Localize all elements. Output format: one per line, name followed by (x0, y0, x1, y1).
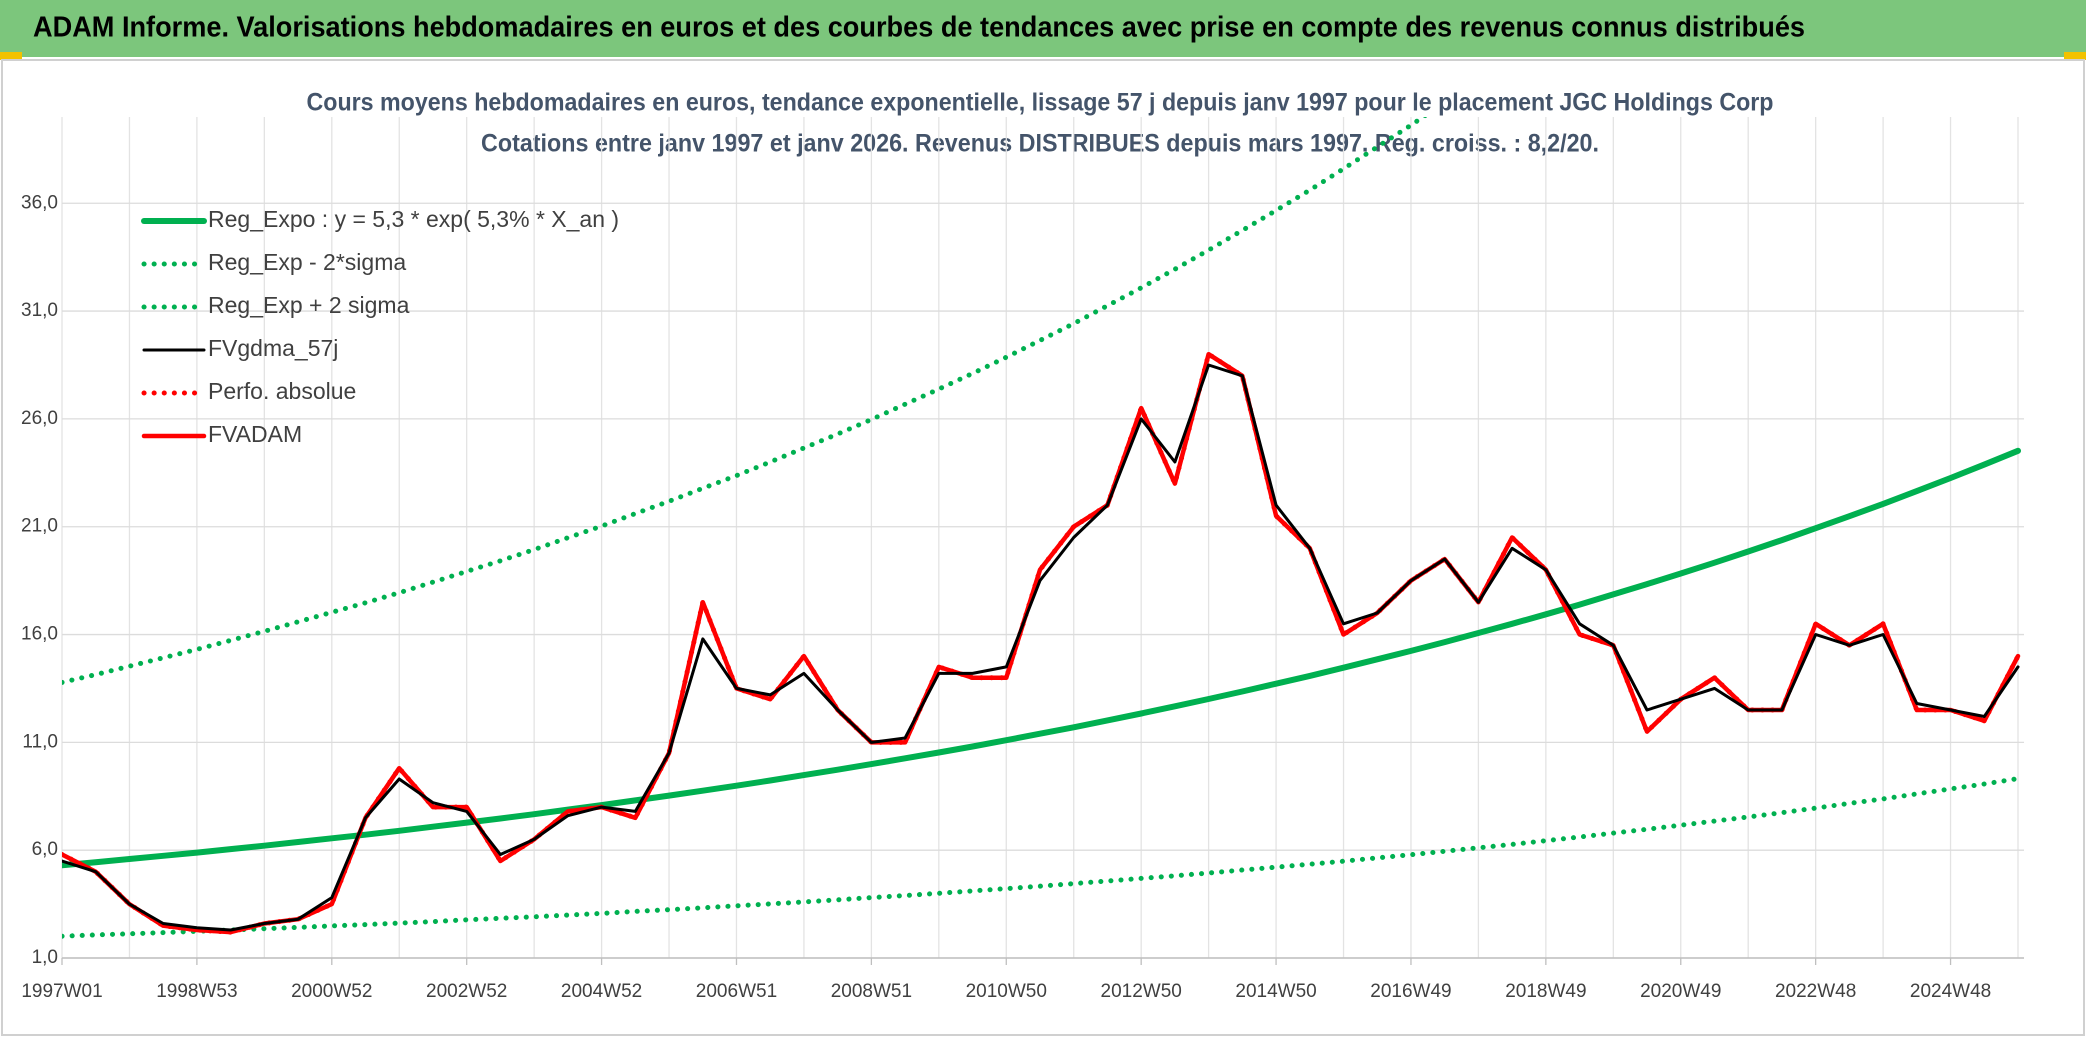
x-tick-label: 1997W01 (21, 981, 102, 1002)
y-tick-label: 1,0 (32, 947, 58, 968)
x-tick-label: 2014W50 (1235, 981, 1316, 1002)
series-line (62, 351, 2021, 935)
series-line (62, 776, 2021, 939)
series-line (62, 117, 1428, 685)
corner-mark (2064, 52, 2086, 60)
legend-label: FVADAM (208, 421, 302, 447)
x-tick-label: 2024W48 (1910, 981, 1991, 1002)
y-tick-label: 36,0 (21, 192, 58, 213)
x-tick-label: 2006W51 (696, 981, 777, 1002)
legend-label: Reg_Exp - 2*sigma (208, 249, 406, 275)
x-tick-label: 2004W52 (561, 981, 642, 1002)
x-tick-label: 2002W52 (426, 981, 507, 1002)
x-tick-label: 2020W49 (1640, 981, 1721, 1002)
series-line (62, 363, 2020, 932)
y-tick-label: 26,0 (21, 408, 58, 429)
legend-label: Perfo. absolue (208, 378, 356, 404)
y-tick-label: 16,0 (21, 624, 58, 645)
y-tick-label: 6,0 (32, 839, 58, 860)
header-bar (0, 0, 2086, 57)
series-line (62, 447, 2021, 869)
chart-title: Cours moyens hebdomadaires en euros, ten… (307, 89, 1774, 117)
x-tick-label: 2008W51 (831, 981, 912, 1002)
x-tick-label: 2010W50 (966, 981, 1047, 1002)
x-tick-label: 1998W53 (156, 981, 237, 1002)
corner-mark (0, 52, 22, 60)
y-tick-label: 21,0 (21, 516, 58, 537)
x-tick-label: 2012W50 (1101, 981, 1182, 1002)
legend-label: Reg_Exp + 2 sigma (208, 292, 410, 318)
page-title: ADAM Informe. Valorisations hebdomadaire… (33, 12, 1805, 44)
x-tick-label: 2022W48 (1775, 981, 1856, 1002)
x-tick-label: 2000W52 (291, 981, 372, 1002)
y-tick-label: 11,0 (22, 731, 58, 752)
x-tick-label: 2016W49 (1370, 981, 1451, 1002)
chart-subtitle: Cotations entre janv 1997 et janv 2026. … (481, 130, 1599, 158)
x-tick-label: 2018W49 (1505, 981, 1586, 1002)
y-tick-label: 31,0 (21, 300, 58, 321)
chart-frame (1, 59, 2085, 1036)
legend-label: Reg_Expo : y = 5,3 * exp( 5,3% * X_an ) (208, 206, 619, 232)
legend-label: FVgdma_57j (208, 335, 338, 361)
